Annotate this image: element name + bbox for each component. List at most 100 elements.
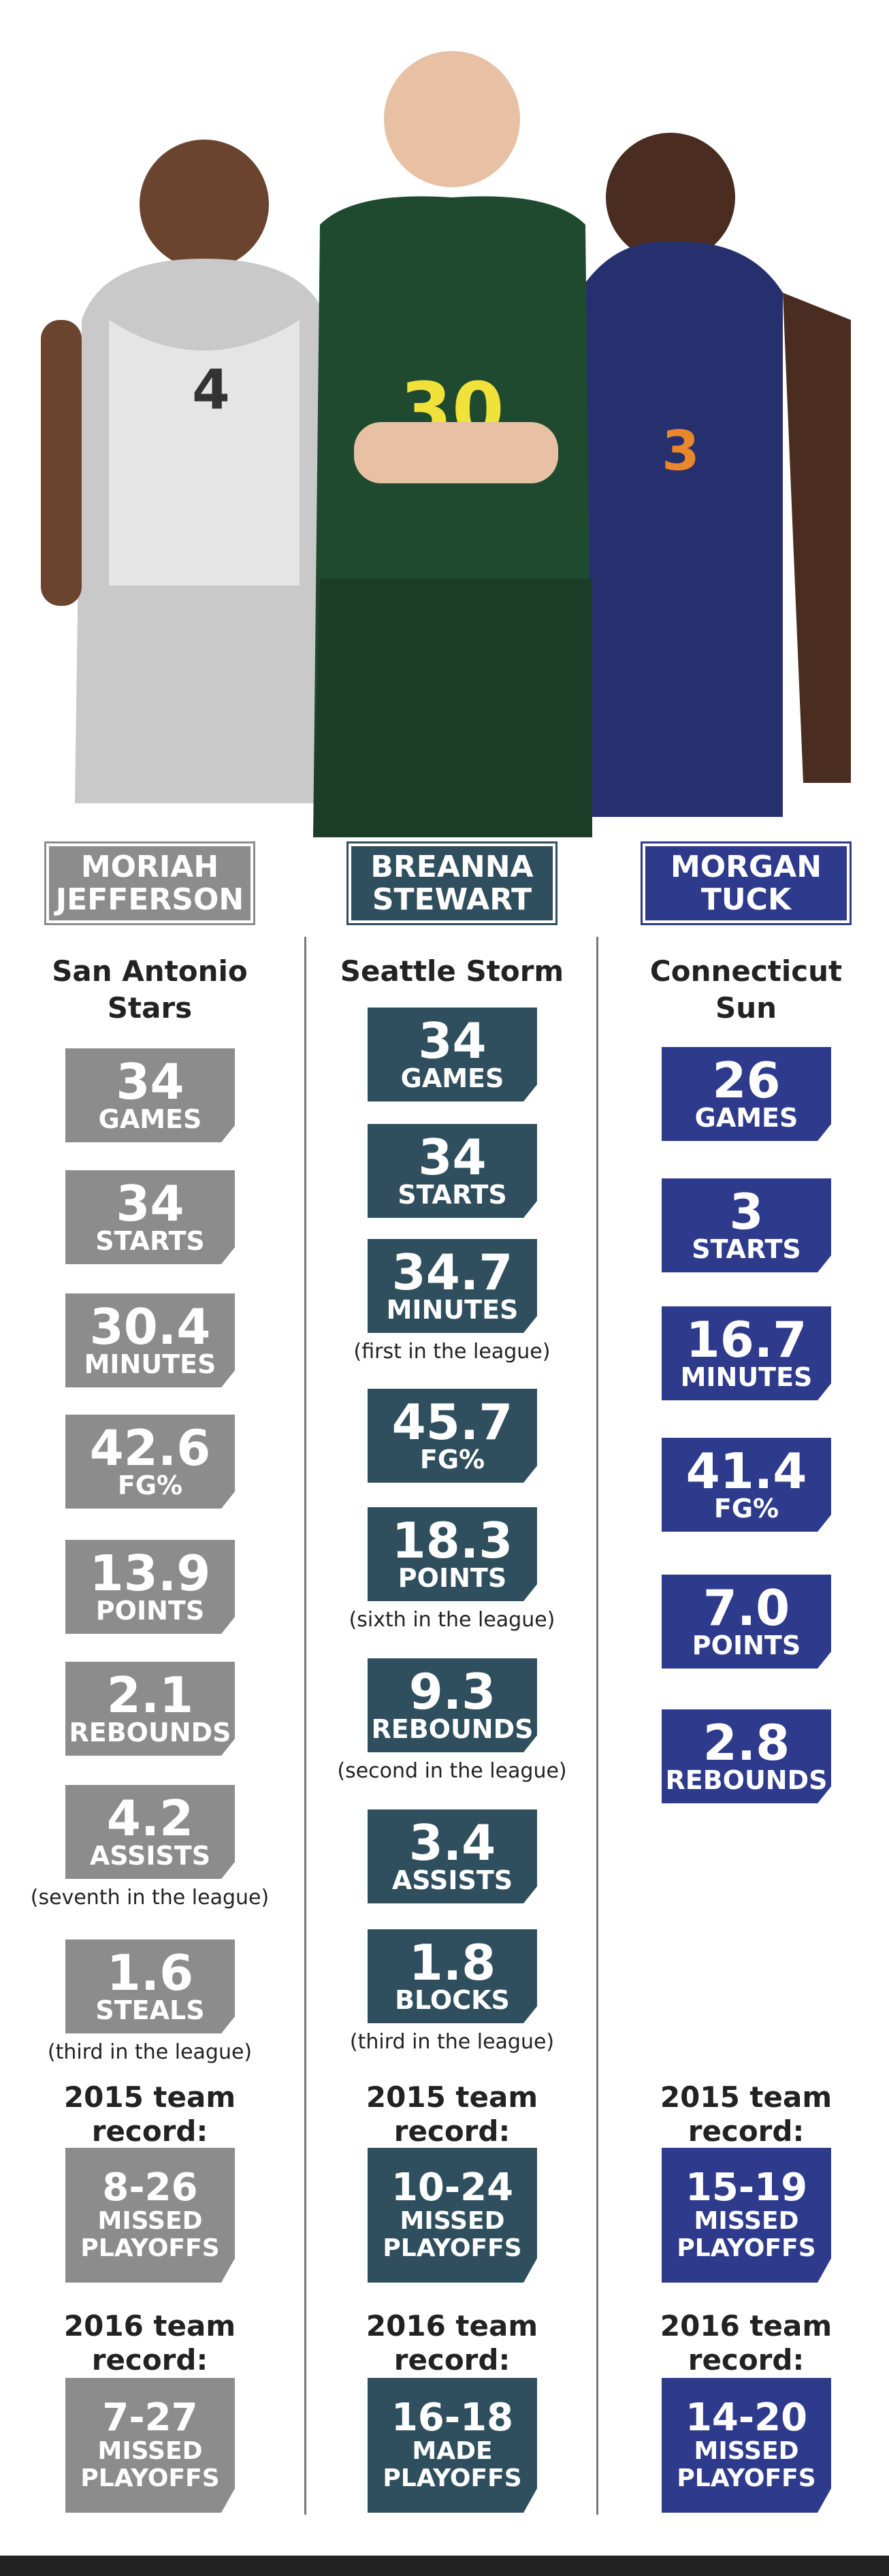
divider — [596, 937, 598, 2515]
record-heading: 2016 team record: — [660, 2309, 833, 2377]
stat-value: 7.0 — [702, 1579, 790, 1637]
stat-box: 34 GAMES — [65, 1048, 235, 1142]
player-photos: 4 3 30 — [41, 51, 851, 837]
stat-box: 34.7 MINUTES — [368, 1239, 537, 1333]
stat-value: 16.7 — [685, 1311, 807, 1368]
stat-label: REBOUNDS — [371, 1714, 534, 1744]
stat-value: 30.4 — [89, 1298, 211, 1355]
stat-label: ASSISTS — [89, 1841, 211, 1871]
stat-box: 3.4 ASSISTS — [368, 1809, 537, 1903]
record-value: 8-26 — [102, 2166, 198, 2210]
stat-value: 9.3 — [408, 1663, 496, 1720]
stat-value: 3 — [729, 1183, 764, 1240]
stat-box: 34 GAMES — [368, 1008, 537, 1101]
stat-box: 34 STARTS — [65, 1170, 235, 1264]
last-name: STEWART — [372, 882, 532, 917]
stat-label: GAMES — [400, 1063, 504, 1093]
stat-value: 4.2 — [106, 1790, 194, 1847]
stat-value: 41.4 — [685, 1443, 807, 1500]
stat-box: 34 STARTS — [368, 1124, 537, 1218]
record-value: 14-20 — [685, 2396, 808, 2440]
stat-box: 30.4 MINUTES — [65, 1293, 235, 1387]
team-name: San Antonio Stars — [52, 954, 248, 1025]
stat-box: 16.7 MINUTES — [662, 1306, 831, 1400]
stat-value: 34 — [418, 1012, 487, 1069]
record-box: 8-26 MISSED PLAYOFFS — [65, 2148, 235, 2283]
record-result: MISSED PLAYOFFS — [677, 2437, 816, 2492]
stat-value: 2.8 — [702, 1714, 790, 1771]
team-name: Connecticut Sun — [649, 954, 843, 1025]
record-box: 15-19 MISSED PLAYOFFS — [662, 2148, 831, 2283]
stat-box: 4.2 ASSISTS — [65, 1785, 235, 1879]
stat-box: 1.6 STEALS — [65, 1939, 235, 2033]
record-result: MISSED PLAYOFFS — [80, 2207, 220, 2262]
stat-value: 26 — [712, 1052, 781, 1109]
stat-value: 42.6 — [89, 1419, 211, 1477]
stat-box: 41.4 FG% — [662, 1438, 831, 1532]
stat-box: 26 GAMES — [662, 1047, 831, 1141]
stat-value: 1.8 — [408, 1934, 496, 1991]
last-name: TUCK — [700, 882, 792, 917]
record-heading: 2015 team record: — [660, 2080, 833, 2148]
stat-note: (sixth in the league) — [349, 1608, 555, 1632]
stat-label: FG% — [117, 1470, 183, 1500]
record-result: MISSED PLAYOFFS — [383, 2207, 522, 2262]
first-name: MORIAH — [80, 849, 219, 884]
divider — [304, 937, 306, 2515]
stat-box: 42.6 FG% — [65, 1415, 235, 1509]
player-name: MORIAH JEFFERSON — [44, 841, 255, 925]
stat-label: FG% — [419, 1445, 485, 1475]
player-name: BREANNA STEWART — [346, 841, 557, 925]
record-value: 15-19 — [685, 2166, 808, 2210]
stat-note: (third in the league) — [349, 2030, 555, 2054]
record-heading: 2016 team record: — [63, 2309, 236, 2377]
record-heading: 2015 team record: — [63, 2080, 236, 2148]
svg-text:4: 4 — [192, 358, 230, 421]
stat-label: GAMES — [98, 1104, 202, 1134]
stat-label: STARTS — [692, 1234, 801, 1264]
stat-label: GAMES — [694, 1103, 798, 1133]
stat-value: 13.9 — [89, 1545, 211, 1602]
stat-label: REBOUNDS — [69, 1718, 231, 1748]
record-box: 14-20 MISSED PLAYOFFS — [662, 2378, 831, 2513]
footer-bar — [0, 2556, 889, 2576]
stat-label: STARTS — [95, 1226, 205, 1256]
record-heading: 2015 team record: — [366, 2080, 538, 2148]
svg-text:3: 3 — [662, 419, 700, 483]
stat-label: POINTS — [95, 1596, 205, 1626]
stat-label: MINUTES — [84, 1349, 216, 1379]
record-heading: 2016 team record: — [366, 2309, 538, 2377]
last-name: JEFFERSON — [55, 882, 244, 917]
stat-value: 1.6 — [106, 1944, 194, 2001]
stat-value: 34 — [116, 1175, 184, 1232]
stat-label: BLOCKS — [395, 1985, 510, 2015]
record-result: MADE PLAYOFFS — [383, 2437, 522, 2492]
stat-value: 34 — [116, 1053, 184, 1110]
record-value: 10-24 — [391, 2166, 514, 2210]
stat-value: 2.1 — [106, 1667, 194, 1724]
stat-value: 3.4 — [408, 1814, 496, 1871]
stat-label: ASSISTS — [391, 1865, 513, 1895]
stat-label: STARTS — [398, 1180, 507, 1210]
stat-box: 1.8 BLOCKS — [368, 1929, 537, 2023]
stat-label: POINTS — [398, 1563, 507, 1593]
stat-box: 2.1 REBOUNDS — [65, 1662, 235, 1756]
stat-box: 7.0 POINTS — [662, 1575, 831, 1669]
stat-box: 45.7 FG% — [368, 1389, 537, 1483]
stat-label: POINTS — [692, 1630, 801, 1660]
stat-value: 45.7 — [391, 1394, 513, 1451]
stat-note: (first in the league) — [353, 1340, 551, 1364]
stat-label: MINUTES — [386, 1295, 519, 1325]
record-box: 16-18 MADE PLAYOFFS — [368, 2378, 537, 2513]
record-result: MISSED PLAYOFFS — [677, 2207, 816, 2262]
stat-label: REBOUNDS — [665, 1765, 828, 1795]
stat-label: MINUTES — [680, 1362, 813, 1392]
stat-value: 18.3 — [391, 1512, 513, 1569]
stat-box: 9.3 REBOUNDS — [368, 1658, 537, 1752]
first-name: BREANNA — [370, 849, 534, 884]
stat-note: (third in the league) — [47, 2040, 253, 2064]
record-box: 7-27 MISSED PLAYOFFS — [65, 2378, 235, 2513]
record-result: MISSED PLAYOFFS — [80, 2437, 220, 2492]
stat-box: 3 STARTS — [662, 1178, 831, 1272]
